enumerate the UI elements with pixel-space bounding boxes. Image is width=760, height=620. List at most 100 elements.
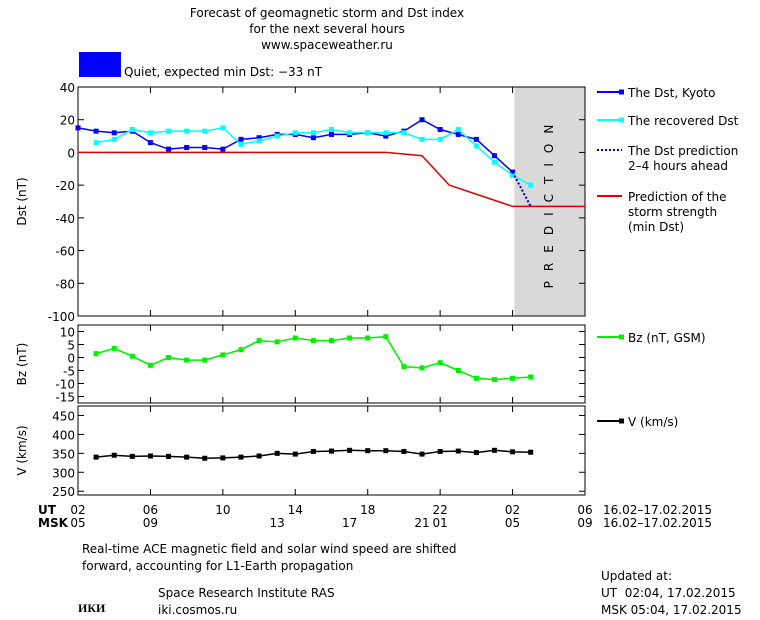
data-point: [473, 375, 479, 381]
data-point: [401, 364, 407, 370]
x-row-label: MSK: [38, 516, 69, 530]
y-tick-label: 0: [67, 146, 75, 160]
series-line: [95, 335, 531, 381]
data-point: [510, 172, 516, 178]
data-point: [473, 450, 479, 456]
series-line: [511, 171, 532, 207]
y-tick-label: -15: [55, 391, 75, 405]
prediction-region: [514, 87, 585, 316]
y-tick-label: -80: [55, 277, 75, 291]
data-point: [202, 455, 208, 461]
data-point: [455, 448, 461, 454]
x-tick-label-msk: 05: [70, 516, 85, 530]
data-point: [202, 357, 208, 363]
data-point: [238, 347, 244, 353]
data-point: [220, 352, 226, 358]
x-tick-label-msk: 17: [342, 516, 357, 530]
data-point: [401, 130, 407, 136]
prediction-label: PREDICTION: [542, 115, 556, 289]
data-point: [365, 130, 371, 136]
y-axis-label: V (km/s): [15, 425, 29, 475]
data-point: [528, 374, 534, 380]
data-point: [111, 136, 117, 142]
y-tick-label: -60: [55, 245, 75, 259]
data-point: [129, 353, 135, 359]
data-point: [455, 131, 461, 137]
data-point: [220, 125, 226, 131]
data-point: [166, 128, 172, 134]
data-point: [401, 448, 407, 454]
updated-line: Updated at:: [601, 569, 672, 583]
series-line: [78, 151, 585, 208]
series-line: [77, 118, 514, 173]
data-point: [147, 140, 153, 146]
x-tick-label-ut: 06: [143, 503, 158, 517]
y-tick-label: 20: [60, 114, 75, 128]
logo: ИКИ: [78, 601, 106, 615]
note-line: Real-time ACE magnetic field and solar w…: [82, 542, 457, 556]
y-tick-label: 250: [52, 485, 75, 499]
data-point: [220, 146, 226, 152]
title-line: www.spaceweather.ru: [261, 38, 393, 52]
data-point: [166, 453, 172, 459]
data-point: [238, 136, 244, 142]
data-point: [256, 138, 262, 144]
x-tick-label-ut: 02: [505, 503, 520, 517]
plot-frame: [77, 86, 586, 317]
data-point: [292, 130, 298, 136]
data-point: [419, 136, 425, 142]
data-point: [310, 338, 316, 344]
data-point: [129, 453, 135, 459]
y-tick-label: -10: [55, 378, 75, 392]
data-point: [147, 130, 153, 136]
x-tick-label-msk: 09: [143, 516, 158, 530]
data-point: [510, 449, 516, 455]
x-tick-label-ut: 14: [288, 503, 303, 517]
data-point: [510, 169, 516, 175]
data-point: [147, 453, 153, 459]
date-range: 16.02–17.02.2015: [603, 503, 712, 517]
x-tick-label-ut: 10: [215, 503, 230, 517]
data-point: [238, 141, 244, 147]
data-point: [473, 143, 479, 149]
data-point: [202, 145, 208, 151]
data-point: [238, 454, 244, 460]
y-tick-label: -5: [63, 365, 75, 379]
data-point: [166, 355, 172, 360]
data-point: [329, 338, 334, 344]
x-tick-label-ut: 22: [433, 503, 448, 517]
data-point: [75, 125, 81, 131]
data-point: [437, 127, 443, 133]
data-point: [184, 454, 190, 460]
y-axis-label: Dst (nT): [15, 177, 29, 225]
status-box: [79, 52, 121, 77]
data-point: [310, 135, 316, 141]
legend-label: V (km/s): [628, 415, 678, 429]
legend-marker: [619, 117, 624, 123]
legend-marker: [619, 89, 624, 95]
data-point: [510, 375, 516, 381]
data-point: [383, 133, 389, 139]
data-point: [437, 136, 443, 142]
data-point: [129, 127, 135, 133]
data-point: [455, 127, 461, 133]
y-tick-label: 450: [52, 409, 75, 423]
data-point: [184, 145, 190, 151]
status-text: Quiet, expected min Dst: −33 nT: [124, 65, 323, 79]
updated-line: UT 02:04, 17.02.2015: [601, 586, 736, 600]
x-tick-label-msk: 09: [577, 516, 592, 530]
legend-label: The Dst, Kyoto: [627, 86, 715, 100]
x-tick-label-msk: 21: [414, 516, 429, 530]
data-point: [347, 335, 353, 341]
y-tick-label: 40: [60, 81, 75, 95]
data-point: [419, 365, 425, 371]
y-tick-label: -100: [48, 310, 75, 324]
data-point: [491, 447, 497, 453]
data-point: [419, 117, 425, 123]
site: iki.cosmos.ru: [158, 603, 237, 617]
institute: Space Research Institute RAS: [158, 586, 335, 600]
updated-line: MSK 05:04, 17.02.2015: [601, 603, 742, 617]
x-row-label: UT: [38, 503, 57, 517]
y-axis-label: Bz (nT): [15, 343, 29, 386]
